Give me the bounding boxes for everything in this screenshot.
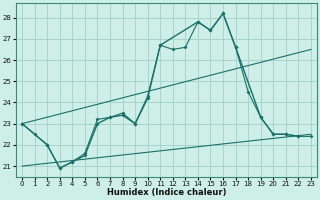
X-axis label: Humidex (Indice chaleur): Humidex (Indice chaleur) [107,188,226,197]
